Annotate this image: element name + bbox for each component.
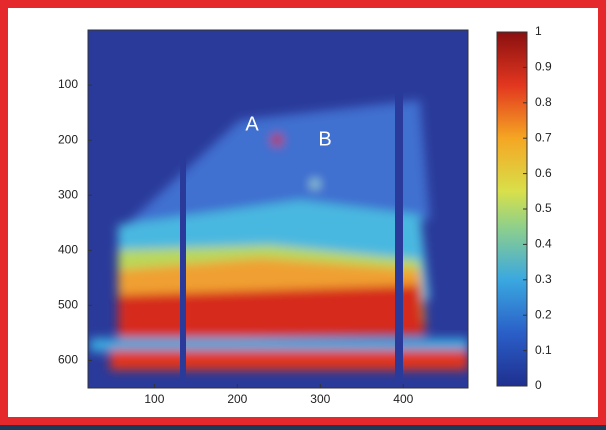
colorbar-tick-label: 0.4 [535, 237, 552, 251]
y-tick-label: 500 [58, 298, 78, 312]
x-tick-label: 300 [310, 392, 330, 406]
x-tick-label: 200 [227, 392, 247, 406]
colorbar-tick-label: 0.3 [535, 272, 552, 286]
annotation: B [318, 128, 331, 150]
plot-frame [87, 29, 469, 389]
colorbar-tick-label: 1 [535, 24, 542, 38]
colorbar-tick-label: 0.1 [535, 343, 552, 357]
y-tick-label: 100 [58, 77, 78, 91]
y-tick-label: 300 [58, 187, 78, 201]
annotation: A [245, 113, 259, 135]
x-tick-label: 400 [393, 392, 413, 406]
colorbar-tick-label: 0.8 [535, 95, 552, 109]
colorbar-tick-label: 0.5 [535, 201, 552, 215]
colorbar-tick-label: 0 [535, 378, 542, 392]
colorbar [496, 31, 528, 387]
colorbar-tick-label: 0.2 [535, 307, 552, 321]
y-tick-label: 600 [58, 353, 78, 367]
x-tick-label: 100 [144, 392, 164, 406]
heatmap-image [88, 30, 468, 388]
colorbar-tick-label: 0.6 [535, 166, 552, 180]
colorbar-tick-label: 0.9 [535, 60, 552, 74]
y-tick-label: 400 [58, 242, 78, 256]
y-tick-label: 200 [58, 132, 78, 146]
colorbar-tick-label: 0.7 [535, 130, 552, 144]
